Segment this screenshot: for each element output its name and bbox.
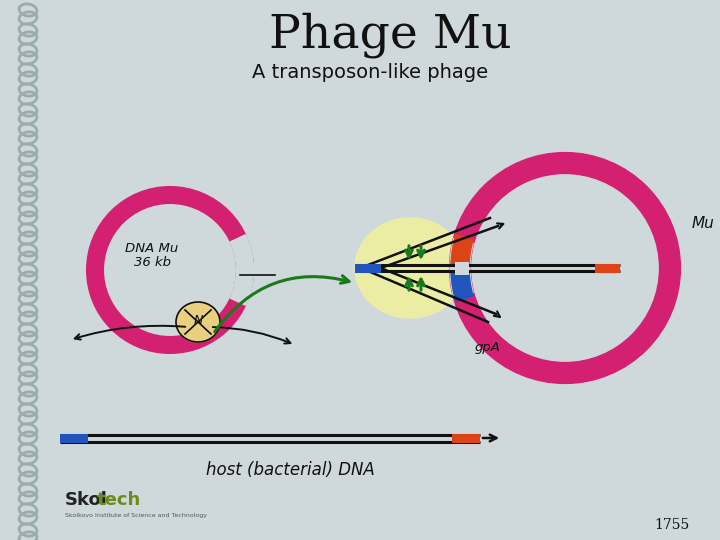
Text: Skol: Skol [65,491,108,509]
Text: Phage Mu: Phage Mu [269,12,511,58]
Ellipse shape [176,302,220,342]
Text: gpA: gpA [475,341,501,354]
FancyBboxPatch shape [355,264,381,273]
Text: Mu: Mu [692,215,715,231]
Wedge shape [450,238,473,298]
Text: 1755: 1755 [654,518,690,532]
Ellipse shape [355,218,465,318]
Text: DNA Mu: DNA Mu [125,241,179,254]
Wedge shape [451,235,473,265]
Text: N: N [193,314,203,327]
FancyBboxPatch shape [595,264,620,273]
Text: 36 kb: 36 kb [133,255,171,268]
Text: host (bacterial) DNA: host (bacterial) DNA [206,461,374,479]
Wedge shape [230,235,253,305]
Wedge shape [451,272,473,301]
Text: Skolkovo Institute of Science and Technology: Skolkovo Institute of Science and Techno… [65,512,207,517]
FancyBboxPatch shape [60,434,88,443]
Text: tech: tech [97,491,141,509]
FancyBboxPatch shape [455,262,469,275]
Text: A transposon-like phage: A transposon-like phage [252,63,488,82]
FancyBboxPatch shape [452,434,480,443]
